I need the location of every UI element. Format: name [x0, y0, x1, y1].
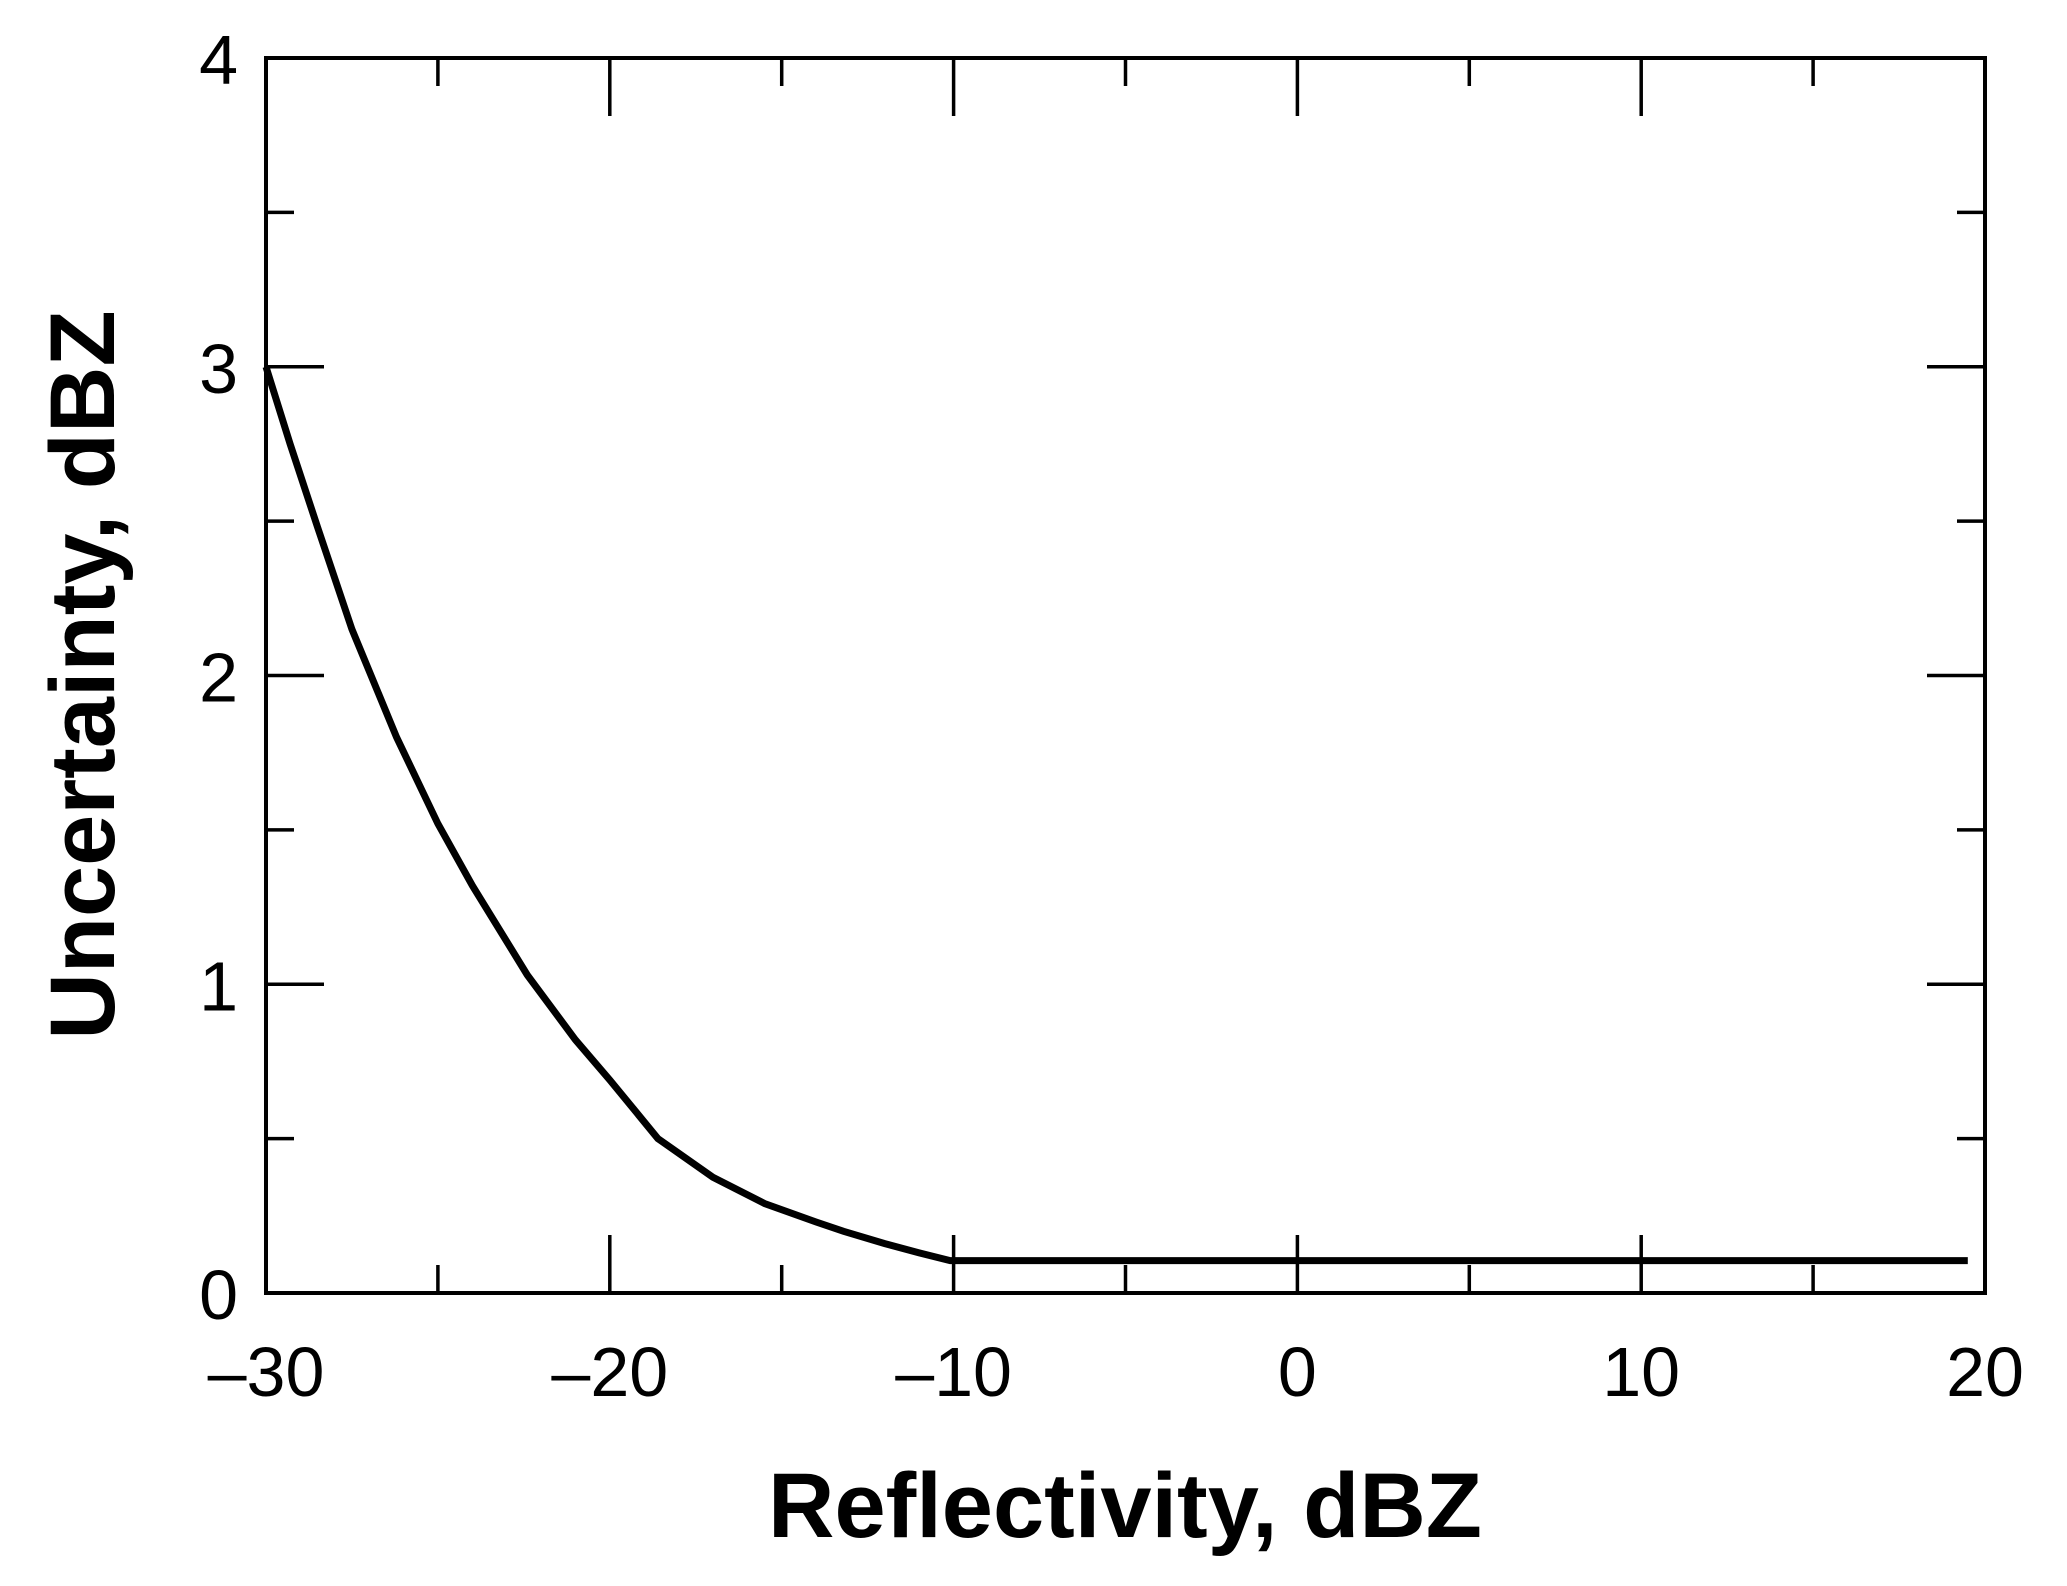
x-tick-label: 0: [1278, 1333, 1317, 1411]
y-tick-label: 3: [199, 330, 238, 408]
x-tick-label: –10: [895, 1333, 1012, 1411]
y-axis-title: Uncertainty, dBZ: [32, 310, 134, 1039]
x-tick-label: 10: [1602, 1333, 1680, 1411]
x-tick-label: –30: [208, 1333, 325, 1411]
x-tick-label: –20: [551, 1333, 668, 1411]
tick-labels: –30 –20 –10 0 10 20 0 1 2 3 4: [199, 21, 2024, 1411]
x-tick-label: 20: [1946, 1333, 2024, 1411]
plot-frame: [264, 56, 1987, 1295]
y-tick-label: 2: [199, 639, 238, 717]
y-tick-label: 0: [199, 1256, 238, 1334]
x-axis-title: Reflectivity, dBZ: [768, 1455, 1482, 1557]
y-tick-label: 4: [199, 21, 238, 99]
y-tick-label: 1: [199, 947, 238, 1025]
ticks: [264, 56, 1987, 1295]
series-line: [262, 365, 1968, 1265]
